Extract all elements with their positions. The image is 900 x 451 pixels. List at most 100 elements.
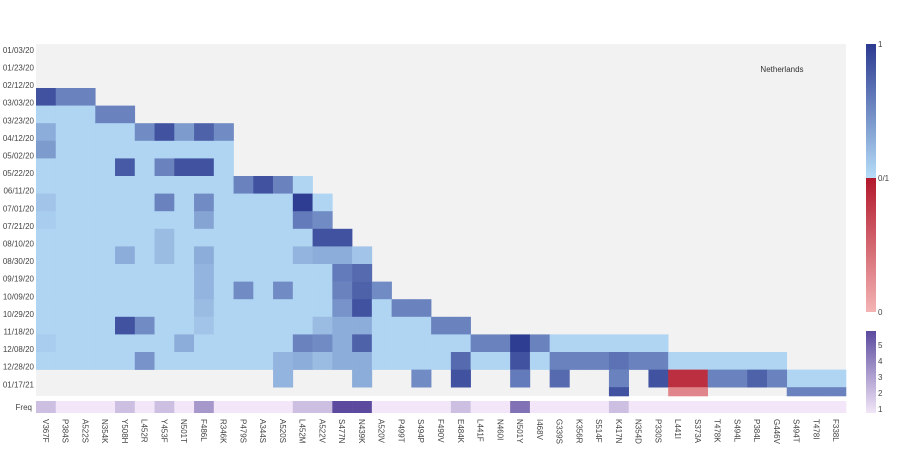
heatmap-cell [292,264,313,282]
heatmap-cell [95,246,116,265]
heatmap-cell [115,281,136,300]
heatmap-cell [174,123,195,142]
heatmap-cell [194,264,215,282]
x-tick-label: L441F [476,419,485,442]
freq-cell [75,401,96,413]
heatmap-cell [134,264,155,282]
heatmap-cell [391,299,412,318]
y-tick-label: 04/12/20 [3,134,35,143]
freq-colorbar-tick: 1 [878,405,883,414]
heatmap-cell [352,246,373,265]
heatmap-cell [75,123,96,142]
heatmap-cell [174,211,195,230]
heatmap-cell [36,193,57,212]
heatmap-cell [36,123,57,142]
heatmap-cell [608,352,629,370]
heatmap-cell [549,369,570,388]
freq-colorbar-gradient [866,331,876,413]
heatmap-cell [36,140,57,159]
heatmap-cell [233,299,254,318]
heatmap-cell [292,352,313,370]
heatmap-cell [134,176,155,194]
heatmap-cell [95,316,116,335]
heatmap-cell [371,316,392,335]
heatmap-cell [75,352,96,370]
freq-cell [411,401,432,413]
heatmap-cell [233,193,254,212]
value-colorbar-negative [866,178,876,312]
heatmap-cell [332,316,353,335]
x-tick-label: S373A [693,419,702,444]
heatmap-cell [36,264,57,282]
heatmap-cell [253,246,274,265]
heatmap-cell [253,264,274,282]
freq-cell [648,401,669,413]
freq-cell [115,401,136,413]
freq-cell [134,401,155,413]
heatmap-cell [411,299,432,318]
heatmap-cell [134,316,155,335]
country-annotation: Netherlands [760,65,803,74]
freq-cell [174,401,195,413]
x-tick-label: N439K [357,419,366,444]
freq-cell [273,401,294,413]
heatmap-cell [95,158,116,177]
heatmap-cell [292,281,313,300]
y-tick-label: 07/21/20 [3,222,35,231]
heatmap-cell [75,105,96,124]
heatmap-cell [115,140,136,159]
heatmap-cell [194,316,215,335]
x-tick-label: R346K [219,419,228,444]
freq-cell [95,401,116,413]
heatmap-cell [273,228,294,247]
y-tick-label: 01/03/20 [3,46,35,55]
heatmap-cell [312,299,333,318]
heatmap-cell [115,176,136,194]
heatmap-cell [115,316,136,335]
heatmap-cell [352,264,373,282]
heatmap-cell [75,88,96,106]
freq-cell [608,401,629,413]
freq-cell [707,401,728,413]
heatmap-cell [648,369,669,388]
heatmap-cell [55,193,76,212]
heatmap-cell [747,352,768,370]
heatmap-cell [273,264,294,282]
freq-cell [253,401,274,413]
heatmap-cell [174,228,195,247]
heatmap-cell [391,334,412,353]
heatmap-cell [549,334,570,353]
heatmap-cell [115,105,136,124]
heatmap-cell [134,123,155,142]
y-tick-label: 10/29/20 [3,310,35,319]
heatmap-cell [253,176,274,194]
heatmap-cell [292,176,313,194]
freq-cell [55,401,76,413]
y-tick-label: 03/23/20 [3,116,35,125]
heatmap-cell [95,140,116,159]
heatmap-cell [194,228,215,247]
x-tick-label: P330S [653,419,662,443]
heatmap-cell [233,176,254,194]
heatmap-cell [273,246,294,265]
heatmap-cell [312,193,333,212]
heatmap-cell [154,334,175,353]
heatmap-cell [115,264,136,282]
x-tick-label: F486L [199,419,208,442]
x-tick-label: A522V [317,419,326,444]
x-tick-label: E484K [456,419,465,444]
freq-cell [371,401,392,413]
heatmap-cell [253,228,274,247]
heatmap-cell [194,123,215,142]
heatmap-cell [233,211,254,230]
freq-cell [727,401,748,413]
heatmap-cell [36,176,57,194]
heatmap-cell [154,264,175,282]
heatmap-cell [233,228,254,247]
heatmap-cell [213,299,234,318]
heatmap-cell [36,334,57,353]
heatmap-cell [253,281,274,300]
heatmap-cell [55,228,76,247]
heatmap-cell [806,369,827,388]
y-tick-label: 10/09/20 [3,292,35,301]
